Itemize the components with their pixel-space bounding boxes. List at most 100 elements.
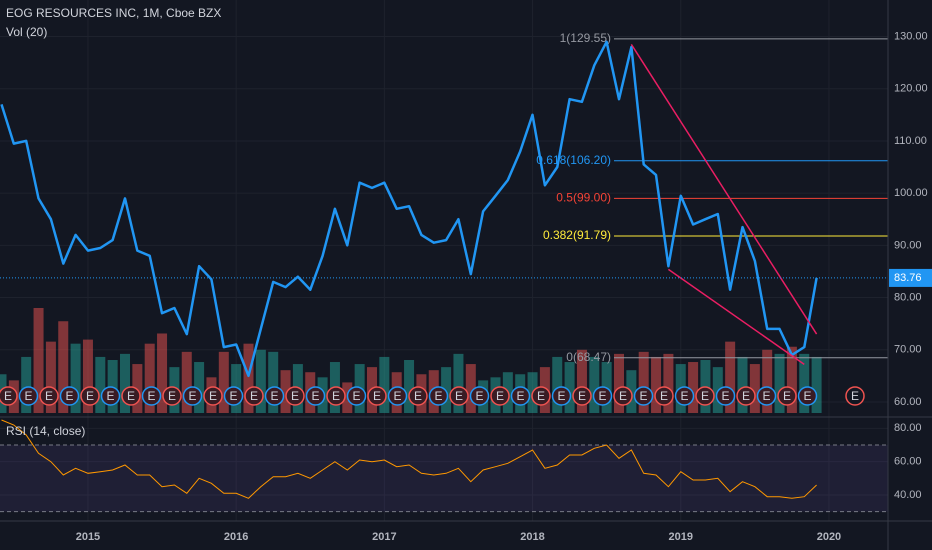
- volume-bar: [564, 362, 575, 413]
- earnings-marker: [572, 386, 592, 406]
- y-tick-label: 90.00: [894, 239, 922, 251]
- volume-bar: [70, 343, 81, 413]
- volume-bar: [749, 364, 760, 413]
- earnings-marker: [715, 386, 736, 406]
- earnings-label: E: [311, 389, 319, 403]
- volume-bar: [45, 341, 56, 413]
- rsi-line: [1, 419, 817, 499]
- earnings-label: E: [106, 389, 114, 403]
- volume-bar: [120, 353, 130, 413]
- volume-bar: [799, 353, 810, 413]
- volume-bar: [453, 353, 464, 413]
- earnings-marker: [695, 386, 715, 406]
- earnings-label: E: [86, 389, 94, 403]
- earnings-marker: [428, 386, 449, 406]
- volume-bar: [144, 343, 155, 413]
- earnings-marker: [510, 386, 531, 406]
- volume-bar: [95, 356, 106, 413]
- symbol-title: EOG RESOURCES INC, 1M, Cboe BZX: [6, 6, 221, 20]
- y-tick-label: 100.00: [894, 187, 928, 199]
- earnings-label: E: [291, 389, 299, 403]
- earnings-label: E: [557, 389, 565, 403]
- volume-bar: [762, 349, 773, 413]
- earnings-marker: [797, 386, 818, 406]
- earnings-marker: [613, 386, 633, 406]
- volume-bar: [132, 364, 143, 413]
- earnings-label: E: [188, 389, 196, 403]
- earnings-label: E: [352, 389, 360, 403]
- earnings-label: E: [803, 389, 811, 403]
- earnings-label: E: [598, 389, 606, 403]
- earnings-label: E: [414, 389, 422, 403]
- earnings-marker: [346, 386, 367, 406]
- earnings-marker: [264, 386, 285, 406]
- earnings-label: E: [45, 389, 53, 403]
- volume-label: Vol (20): [6, 25, 47, 39]
- volume-bar: [576, 349, 587, 413]
- earnings-marker: [305, 386, 326, 406]
- earnings-label: E: [24, 389, 32, 403]
- volume-bar: [663, 353, 674, 413]
- earnings-label: E: [639, 389, 647, 403]
- earnings-label: E: [434, 389, 442, 403]
- fib-label: 1(129.55): [560, 31, 611, 45]
- rsi-label: RSI (14, close): [6, 424, 85, 438]
- earnings-marker: [59, 386, 80, 406]
- earnings-label: E: [742, 389, 750, 403]
- fib-label: 0(68.47): [566, 350, 611, 364]
- earnings-marker: [387, 386, 408, 406]
- last-price-label: 83.76: [894, 272, 922, 284]
- earnings-label: E: [270, 389, 278, 403]
- fib-label: 0.5(99.00): [556, 191, 611, 205]
- x-tick-label: 2020: [817, 531, 841, 543]
- earnings-marker: [633, 386, 654, 406]
- earnings-marker: [845, 386, 865, 406]
- earnings-marker: [121, 386, 141, 406]
- earnings-marker: [141, 386, 162, 406]
- volume-bar: [589, 356, 600, 413]
- volume-bar: [638, 351, 649, 413]
- earnings-label: E: [168, 389, 176, 403]
- earnings-marker: [244, 386, 264, 406]
- volume-bar: [181, 351, 192, 413]
- y-tick-label: 70.00: [894, 344, 922, 356]
- volume-bar: [255, 349, 266, 413]
- volume-bar: [737, 356, 748, 413]
- earnings-marker: [18, 386, 39, 406]
- earnings-marker: [490, 386, 510, 406]
- earnings-marker: [408, 386, 428, 406]
- earnings-label: E: [537, 389, 545, 403]
- earnings-label: E: [229, 389, 237, 403]
- earnings-label: E: [619, 389, 627, 403]
- earnings-marker: [674, 386, 695, 406]
- earnings-marker: [469, 386, 490, 406]
- volume-bar: [552, 356, 563, 413]
- earnings-label: E: [851, 389, 859, 403]
- earnings-marker: [285, 386, 305, 406]
- y-tick-label: 120.00: [894, 83, 928, 95]
- y-tick-label: 60.00: [894, 396, 922, 408]
- volume-bar: [811, 356, 822, 413]
- earnings-label: E: [127, 389, 135, 403]
- earnings-label: E: [721, 389, 729, 403]
- x-tick-label: 2017: [372, 531, 396, 543]
- earnings-label: E: [680, 389, 688, 403]
- earnings-label: E: [783, 389, 791, 403]
- volume-bar: [465, 364, 476, 413]
- volume-bar: [243, 343, 254, 413]
- earnings-label: E: [332, 389, 340, 403]
- x-tick-label: 2019: [669, 531, 693, 543]
- earnings-label: E: [373, 389, 381, 403]
- earnings-label: E: [393, 389, 401, 403]
- earnings-marker: [449, 386, 469, 406]
- volume-bar: [786, 346, 797, 413]
- last-price-box: [889, 268, 932, 287]
- rsi-tick-label: 60.00: [894, 456, 922, 468]
- x-tick-label: 2018: [520, 531, 544, 543]
- earnings-marker: [592, 386, 613, 406]
- fib-label: 0.382(91.79): [543, 228, 611, 242]
- earnings-label: E: [578, 389, 586, 403]
